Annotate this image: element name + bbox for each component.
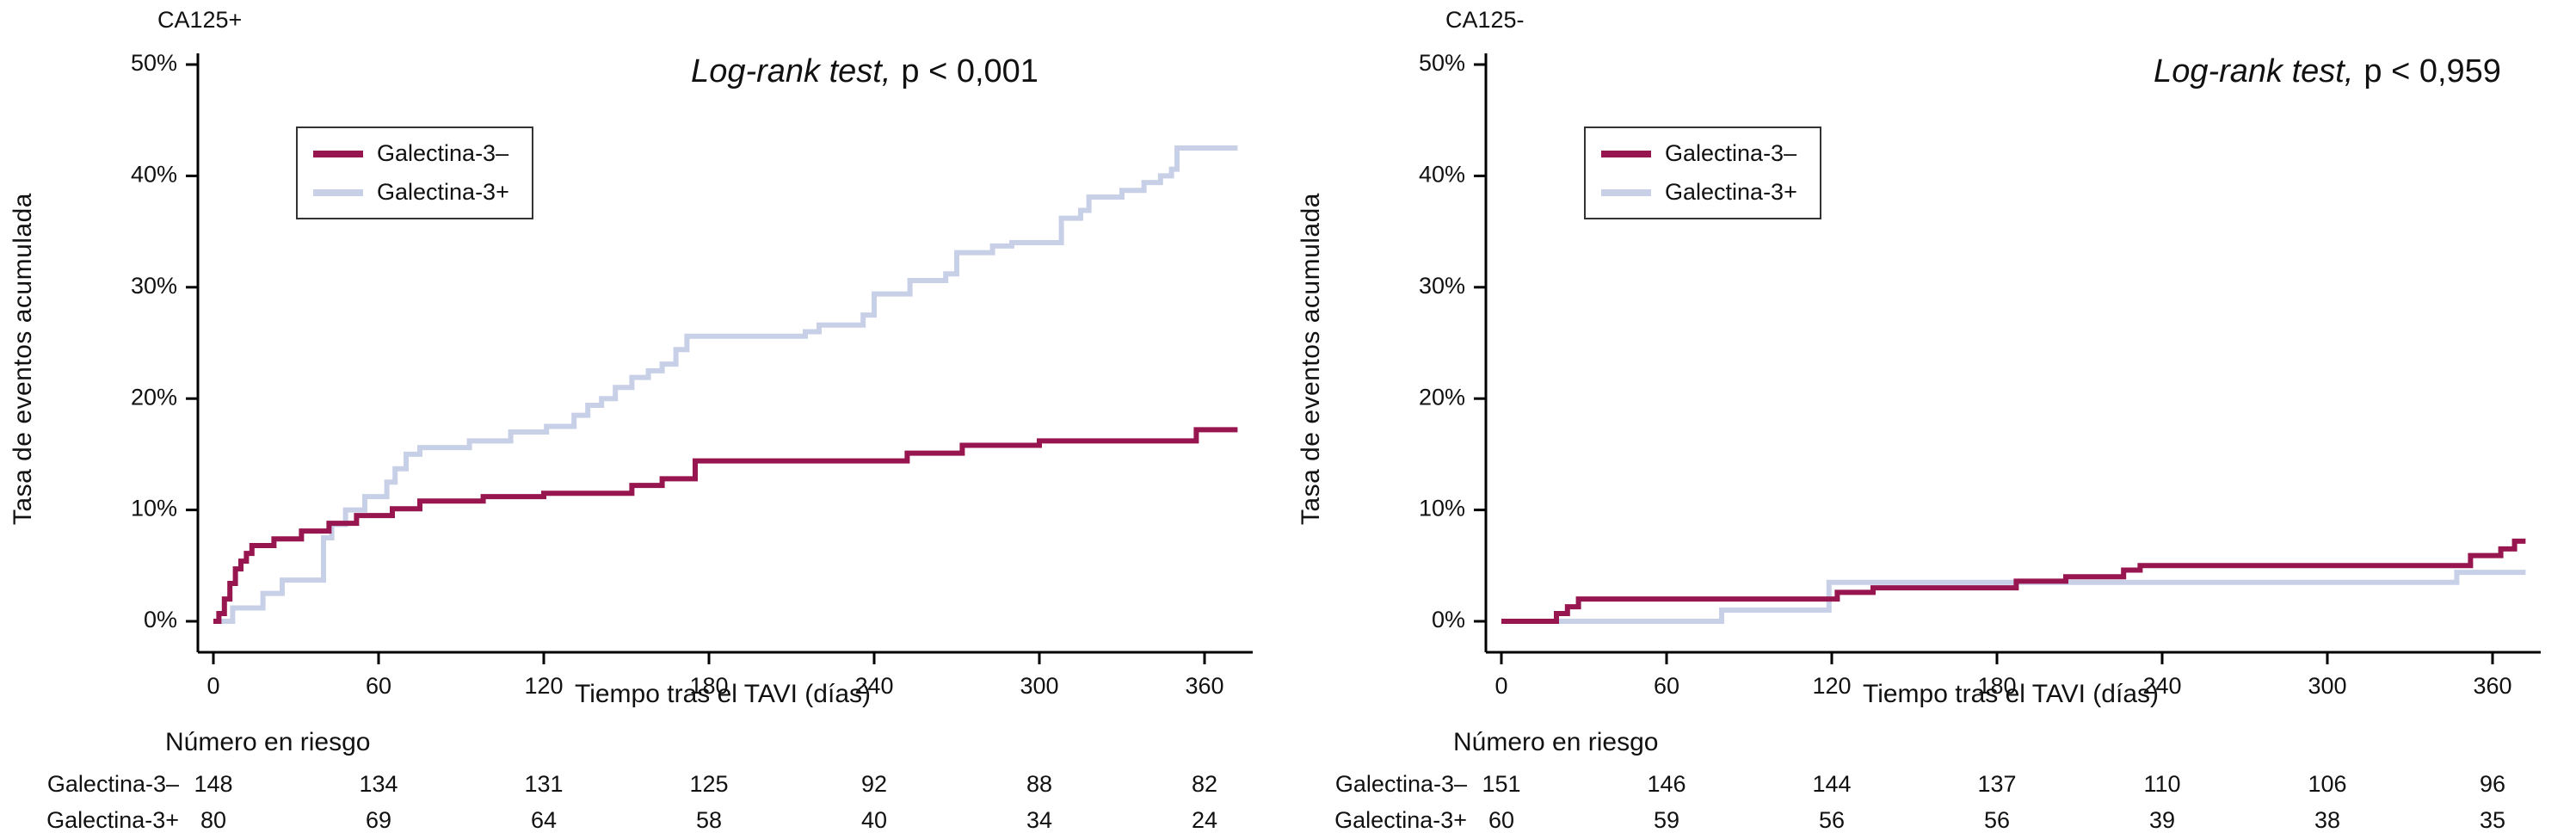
x-axis-title: Tiempo tras el TAVI (días) bbox=[1863, 680, 2159, 708]
legend: Galectina-3– Galectina-3+ bbox=[1584, 126, 1821, 219]
y-tick-label: 20% bbox=[1419, 384, 1465, 410]
legend-label: Galectina-3+ bbox=[377, 179, 509, 205]
legend-label: Galectina-3– bbox=[377, 140, 509, 166]
logrank-test-label: Log-rank test, bbox=[2154, 53, 2354, 89]
x-tick-label: 300 bbox=[2308, 673, 2346, 699]
x-axis-title: Tiempo tras el TAVI (días) bbox=[575, 680, 871, 708]
axes bbox=[186, 53, 1253, 664]
galectina-pos-swatch bbox=[313, 188, 363, 196]
y-tick-label: 40% bbox=[1419, 162, 1465, 188]
y-tick-label: 50% bbox=[1419, 50, 1465, 76]
x-tick-label: 120 bbox=[1812, 673, 1851, 699]
risk-row-label-galectina-pos: Galectina-3+ bbox=[1334, 807, 1467, 833]
legend-item-galectina-neg: Galectina-3– bbox=[1601, 140, 1797, 167]
panel-title: CA125+ bbox=[157, 7, 243, 33]
x-tick-label: 360 bbox=[1185, 673, 1223, 699]
x-tick-label: 300 bbox=[1020, 673, 1058, 699]
risk-table-title: Número en riesgo bbox=[1453, 728, 1659, 756]
x-tick-label: 360 bbox=[2473, 673, 2511, 699]
x-tick-label: 60 bbox=[1654, 673, 1679, 699]
x-tick-label: 120 bbox=[524, 673, 563, 699]
x-tick-label: 240 bbox=[854, 673, 893, 699]
y-axis-title: Tasa de eventos acumulada bbox=[9, 193, 37, 526]
axes bbox=[1474, 53, 2541, 664]
series-Galectina-3– bbox=[213, 427, 1238, 624]
p-value: p < 0,001 bbox=[901, 53, 1038, 89]
legend-item-galectina-pos: Galectina-3+ bbox=[313, 179, 509, 206]
y-axis-title: Tasa de eventos acumulada bbox=[1297, 193, 1325, 526]
y-tick-label: 30% bbox=[131, 273, 177, 299]
legend-label: Galectina-3– bbox=[1665, 140, 1797, 166]
legend-item-galectina-pos: Galectina-3+ bbox=[1601, 179, 1797, 206]
galectina-neg-swatch bbox=[1601, 150, 1651, 157]
risk-table-title: Número en riesgo bbox=[165, 728, 371, 756]
panel-ca125-negative: 0% 10% 20% 30% 40% 50% 0 60 120 180 240 300 360 CA12… bbox=[1288, 0, 2576, 839]
logrank-test-label: Log-rank test, bbox=[691, 53, 891, 89]
y-tick-label: 10% bbox=[131, 496, 177, 521]
km-plot-ca125-positive: 0% 10% 20% 30% 40% 50% 0 60 120 180 240 300 360 bbox=[131, 50, 1253, 699]
galectina-neg-swatch bbox=[313, 150, 363, 157]
galectina-pos-swatch bbox=[1601, 188, 1651, 196]
y-tick-label: 10% bbox=[1419, 496, 1465, 521]
legend-item-galectina-neg: Galectina-3– bbox=[313, 140, 509, 167]
x-tick-label: 180 bbox=[1977, 673, 2016, 699]
x-tick-label: 180 bbox=[689, 673, 728, 699]
x-tick-label: 0 bbox=[206, 673, 219, 699]
p-value: p < 0,959 bbox=[2363, 53, 2501, 89]
y-tick-label: 0% bbox=[1432, 607, 1465, 632]
series-Galectina-3+ bbox=[213, 145, 1238, 624]
y-tick-label: 20% bbox=[131, 384, 177, 410]
panel-title: CA125- bbox=[1445, 7, 1525, 33]
y-tick-label: 40% bbox=[131, 162, 177, 188]
risk-row-label-galectina-neg: Galectina-3– bbox=[1334, 771, 1467, 797]
legend-label: Galectina-3+ bbox=[1665, 179, 1797, 205]
risk-row-label-galectina-pos: Galectina-3+ bbox=[46, 807, 179, 833]
risk-row-label-galectina-neg: Galectina-3– bbox=[46, 771, 179, 797]
x-tick-label: 0 bbox=[1494, 673, 1507, 699]
series-Galectina-3– bbox=[1501, 538, 2526, 624]
logrank-annotation: Log-rank test, p < 0,959 bbox=[2154, 53, 2501, 90]
panel-ca125-positive: 0% 10% 20% 30% 40% 50% 0 60 120 180 240 300 360 CA12… bbox=[9, 7, 1253, 833]
x-tick-label: 240 bbox=[2142, 673, 2181, 699]
y-tick-label: 0% bbox=[144, 607, 177, 632]
logrank-annotation: Log-rank test, p < 0,001 bbox=[691, 53, 1038, 90]
y-tick-label: 30% bbox=[1419, 273, 1465, 299]
x-tick-label: 60 bbox=[366, 673, 391, 699]
legend: Galectina-3– Galectina-3+ bbox=[296, 126, 533, 219]
km-plot-ca125-negative: 0% 10% 20% 30% 40% 50% 0 60 120 180 240 300 360 bbox=[1419, 50, 2541, 699]
y-tick-label: 50% bbox=[131, 50, 177, 76]
series-Galectina-3+ bbox=[1501, 570, 2526, 624]
